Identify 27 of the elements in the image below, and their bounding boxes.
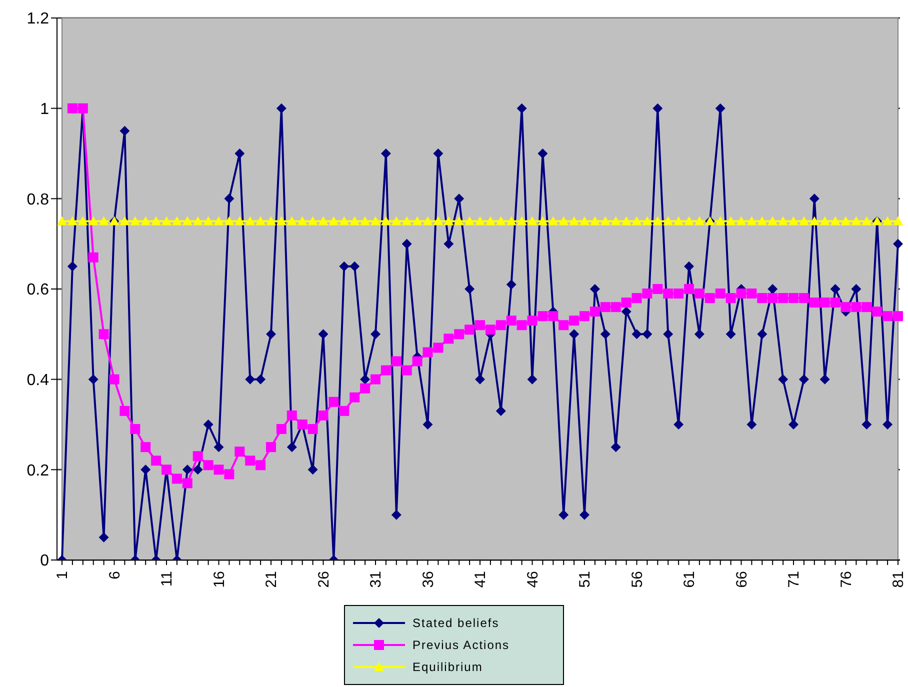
x-tick-label: 16 [210,571,228,588]
x-tick-label: 6 [106,571,124,580]
y-tick-label: 0 [40,552,50,570]
x-tick-label: 81 [890,571,907,588]
x-tick-label: 61 [681,571,698,588]
y-tick-label: 1 [40,101,50,118]
x-tick-label: 46 [524,571,542,588]
y-tick-label: 0.8 [26,191,50,208]
x-tick-label: 41 [472,571,489,588]
x-tick-label: 76 [838,571,855,588]
x-tick-label: 26 [315,571,332,588]
x-tick-label: 11 [158,571,176,587]
legend-label: Previus Actions [412,638,510,652]
y-tick-label: 0.2 [26,462,50,480]
x-tick-label: 56 [628,571,646,588]
x-tick-label: 36 [420,571,437,588]
x-tick-label: 31 [368,571,384,588]
y-tick-label: 0.6 [26,282,50,299]
x-tick-label: 51 [576,571,594,588]
x-tick-label: 71 [786,571,802,588]
y-tick-label: 0.4 [26,372,50,390]
legend-label: Equilibrium [412,660,483,674]
x-tick-label: 66 [733,571,750,588]
y-tick-label: 1.2 [26,10,50,28]
legend-label: Stated beliefs [412,616,500,630]
x-tick-label: 1 [54,571,71,580]
x-tick-label: 21 [263,571,280,588]
